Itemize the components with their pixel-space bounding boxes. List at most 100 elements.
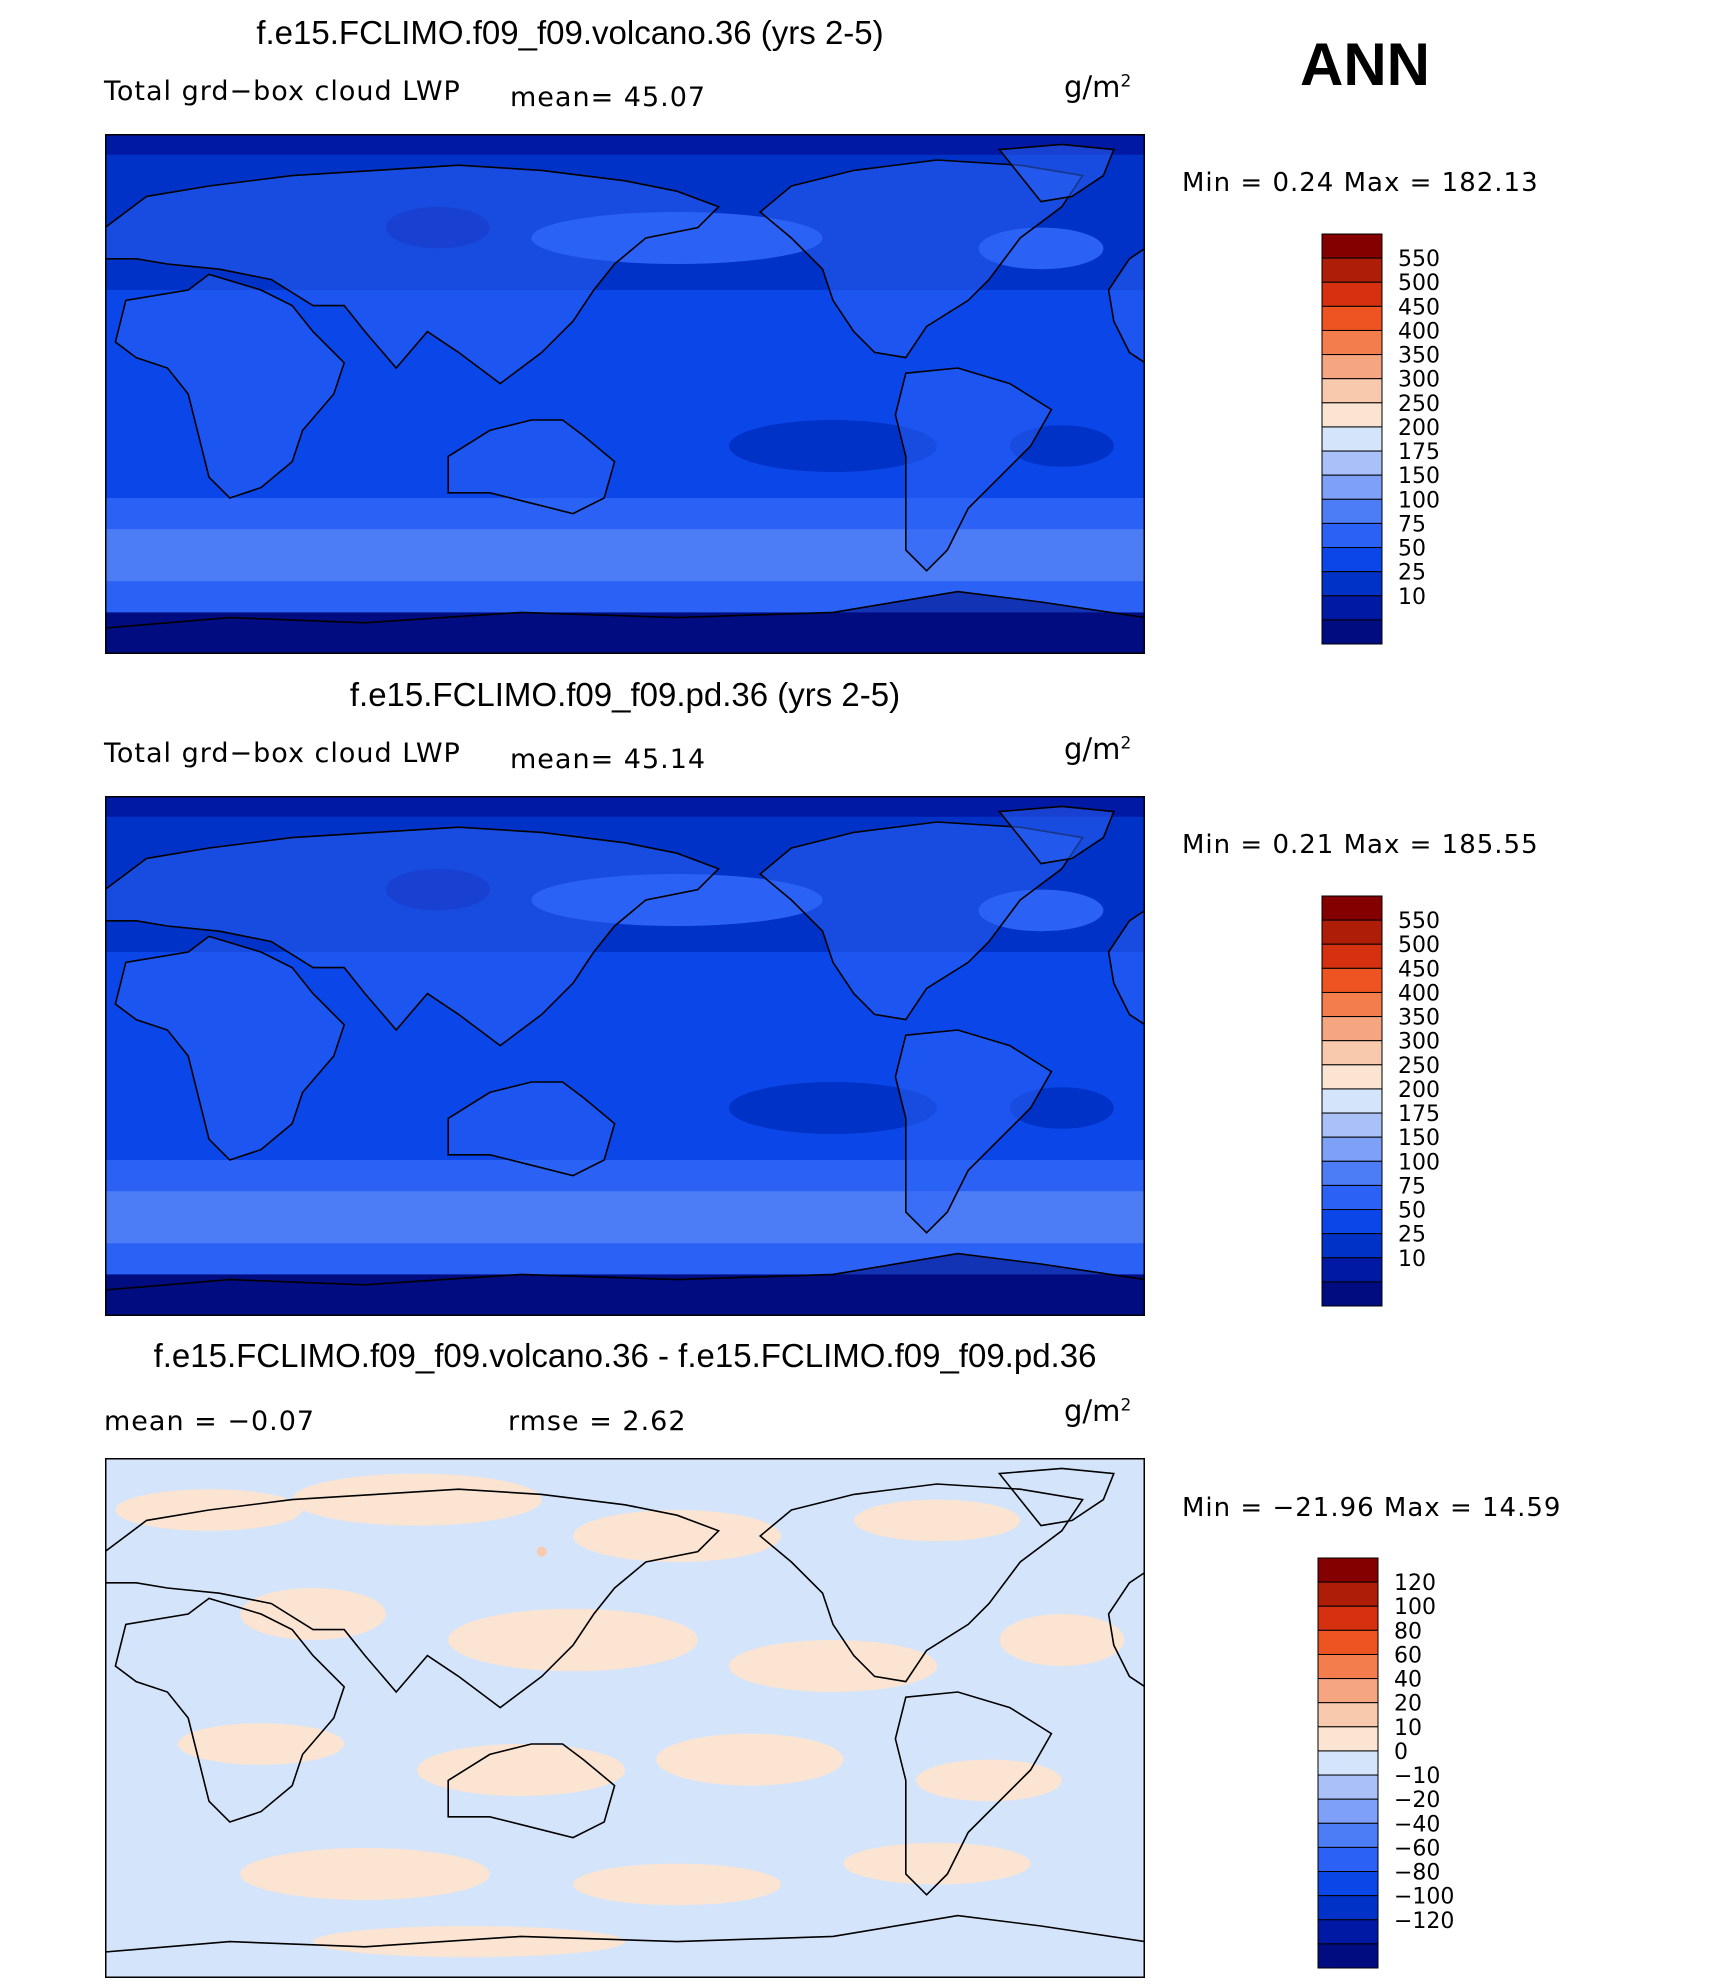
colorbar-box: [1321, 498, 1383, 524]
colorbar-tick-label: 10: [1394, 1716, 1422, 1741]
colorbar-tick-label: 100: [1398, 1150, 1440, 1175]
colorbar-box: [1321, 1209, 1383, 1235]
colorbar-box: [1321, 522, 1383, 549]
contour-band: [105, 529, 1145, 583]
map-frame: [105, 134, 1145, 654]
colorbar-tick-label: 150: [1398, 464, 1440, 489]
colorbar-tick-label: 550: [1398, 909, 1440, 934]
contour-feature: [853, 1499, 1021, 1542]
colorbar-tick-label: 550: [1398, 247, 1440, 272]
colorbar-box: [1321, 895, 1383, 921]
colorbar-tick-label: 50: [1398, 537, 1426, 562]
colorbar-tick-label: 75: [1398, 1174, 1426, 1199]
contour-feature: [313, 1926, 625, 1958]
contour-band: [105, 1160, 1145, 1193]
colorbar-box: [1321, 595, 1383, 621]
coastline-africa: [114, 935, 346, 1161]
colorbar-tick-label: −120: [1394, 1909, 1454, 1934]
colorbar-tick-label: 250: [1398, 1054, 1440, 1079]
contour-feature: [240, 1588, 386, 1640]
panel1-variable-label: Total grd−box cloud LWP: [104, 76, 461, 107]
colorbar-tick-label: 10: [1398, 585, 1426, 610]
panel2-title: f.e15.FCLIMO.f09_f09.pd.36 (yrs 2-5): [349, 676, 901, 713]
contour-feature: [729, 420, 937, 472]
map-frame: [105, 796, 1145, 1316]
colorbar-box: [1321, 402, 1383, 428]
panel3-mean: mean = −0.07: [104, 1406, 316, 1437]
map-frame: [105, 1458, 1145, 1978]
colorbar-box: [1317, 1822, 1379, 1848]
colorbar-box: [1317, 1750, 1379, 1776]
coastlines: [105, 805, 1145, 1316]
colorbar-tick-label: 350: [1398, 344, 1440, 369]
colorbar-tick-label: 175: [1398, 1102, 1440, 1127]
contour-feature: [536, 1546, 547, 1557]
season-label: ANN: [1300, 31, 1430, 98]
colorbar-tick-label: 150: [1398, 1126, 1440, 1151]
contour-band: [105, 498, 1145, 531]
colorbar-box: [1321, 571, 1383, 597]
coastline-europe_e: [1107, 1571, 1145, 1688]
coastline-europe_e: [1107, 909, 1145, 1026]
colorbar-box: [1321, 1136, 1383, 1162]
colorbar-box: [1321, 1257, 1383, 1283]
colorbar-tick-label: 0: [1394, 1740, 1408, 1765]
colorbar-tick-label: 20: [1394, 1692, 1422, 1717]
colorbar-tick-label: 75: [1398, 512, 1426, 537]
colorbar-box: [1317, 1653, 1379, 1680]
colorbar-tick-label: 400: [1398, 981, 1440, 1006]
contour-feature: [573, 1863, 781, 1906]
colorbar-box: [1317, 1629, 1379, 1655]
contour-feature: [417, 1744, 625, 1796]
coastline-africa: [114, 1597, 346, 1823]
colorbar-tick-label: 50: [1398, 1199, 1426, 1224]
coastline-europe_e: [1107, 247, 1145, 364]
contour-feature: [729, 1640, 937, 1692]
colorbar-tick-label: −100: [1394, 1885, 1454, 1910]
colorbar-tick-label: 250: [1398, 392, 1440, 417]
panel2-minmax: Min = 0.21 Max = 185.55: [1182, 830, 1539, 860]
colorbar-tick-label: 40: [1394, 1668, 1422, 1693]
coastline-namerica: [758, 1483, 1084, 1683]
colorbar-box: [1321, 281, 1383, 307]
colorbar-box: [1321, 329, 1383, 356]
colorbar-box: [1321, 1064, 1383, 1090]
coastline-namerica: [758, 821, 1084, 1021]
colorbar-box: [1321, 991, 1383, 1018]
coastline-samerica: [894, 367, 1053, 572]
colorbar-tick-label: 200: [1398, 416, 1440, 441]
colorbar-tick-label: 175: [1398, 440, 1440, 465]
colorbar-tick-label: 100: [1398, 488, 1440, 513]
colorbar-tick-label: −80: [1394, 1861, 1440, 1886]
colorbar-box: [1321, 1112, 1383, 1138]
contour-feature: [448, 1608, 698, 1672]
contour-feature: [843, 1842, 1031, 1885]
panel1-mean: mean= 45.07: [510, 82, 707, 113]
colorbar-box: [1321, 1016, 1383, 1042]
colorbar-box: [1321, 305, 1383, 331]
panel3-rmse: rmse = 2.62: [508, 1406, 687, 1437]
colorbar-box: [1317, 1798, 1379, 1824]
colorbar-box: [1321, 378, 1383, 404]
colorbar-tick-label: −40: [1394, 1812, 1440, 1837]
contour-feature: [916, 1759, 1062, 1802]
panel3-minmax: Min = −21.96 Max = 14.59: [1182, 1493, 1562, 1523]
panel2-units: g/m2: [1064, 732, 1132, 766]
colorbar-box: [1317, 1557, 1379, 1583]
colorbar-box: [1321, 919, 1383, 945]
colorbar-tick-label: 25: [1398, 561, 1426, 586]
colorbar-box: [1317, 1846, 1379, 1873]
colorbar-tick-label: 100: [1394, 1595, 1436, 1620]
panel3-title: f.e15.FCLIMO.f09_f09.volcano.36 - f.e15.…: [153, 1337, 1097, 1374]
coastline-greenland: [997, 143, 1115, 203]
colorbar-box: [1317, 1726, 1379, 1752]
colorbar-tick-label: 120: [1394, 1571, 1436, 1596]
colorbar-tick-label: 400: [1398, 319, 1440, 344]
colorbar-box: [1317, 1702, 1379, 1728]
colorbar-box: [1321, 474, 1383, 500]
coastline-greenland: [997, 805, 1115, 865]
colorbar-tick-label: 300: [1398, 1030, 1440, 1055]
colorbar-box: [1321, 257, 1383, 283]
colorbar-tick-label: 80: [1394, 1619, 1422, 1644]
